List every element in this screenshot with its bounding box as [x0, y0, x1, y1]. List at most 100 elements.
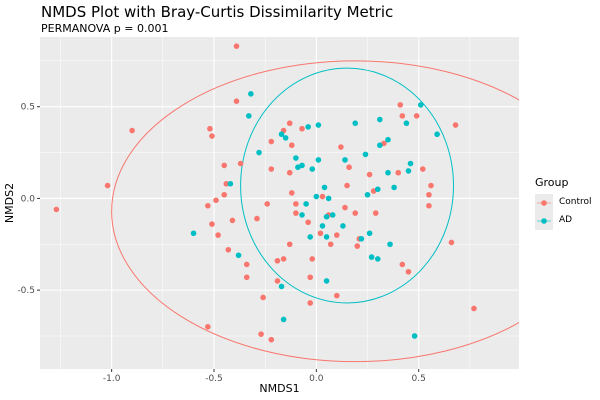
legend-key-ad — [535, 212, 553, 230]
data-point-ad — [299, 212, 305, 218]
data-point-control — [471, 305, 477, 312]
data-point-control — [243, 261, 250, 268]
data-point-control — [334, 232, 340, 238]
x-tick-label: -0.5 — [205, 374, 223, 384]
data-point-control — [293, 210, 299, 216]
data-point-ad — [364, 191, 371, 198]
data-point-control — [286, 120, 293, 127]
data-point-ad — [385, 136, 391, 143]
x-tick-label: 0.0 — [309, 374, 324, 384]
data-point-control — [419, 166, 426, 172]
data-point-ad — [248, 91, 254, 97]
data-point-ad — [377, 116, 383, 123]
data-point-ad — [323, 278, 330, 284]
data-point-control — [286, 169, 293, 176]
legend-item-ad: AD — [535, 212, 595, 230]
data-point-control — [205, 202, 211, 209]
series-ad — [190, 91, 440, 339]
data-point-control — [225, 246, 232, 253]
data-point-ad — [368, 254, 375, 260]
data-point-control — [307, 300, 314, 306]
data-point-control — [233, 43, 240, 49]
legend-item-control: Control — [535, 194, 595, 212]
data-point-ad — [325, 195, 332, 202]
data-point-control — [258, 331, 264, 337]
data-point-control — [260, 294, 266, 301]
data-point-control — [288, 142, 295, 149]
data-point-control — [372, 210, 379, 216]
legend-title: Group — [535, 176, 569, 189]
data-point-ad — [405, 168, 412, 174]
data-point-control — [413, 113, 420, 119]
data-point-ad — [235, 252, 242, 259]
data-point-control — [426, 202, 432, 209]
plot-panel — [40, 37, 519, 369]
data-point-ad — [323, 234, 330, 240]
data-point-ad — [362, 151, 369, 158]
data-point-control — [305, 219, 311, 226]
y-tick-label: 0.0 — [21, 194, 36, 204]
data-point-control — [223, 180, 230, 187]
data-point-ad — [245, 113, 252, 119]
data-point-control — [221, 162, 228, 169]
data-point-ad — [315, 122, 322, 128]
legend-key-control — [535, 194, 553, 212]
data-point-ad — [358, 235, 365, 242]
data-point-ad — [407, 160, 414, 167]
data-point-control — [215, 232, 221, 238]
data-point-ad — [307, 234, 314, 240]
y-axis-title: NMDS2 — [3, 183, 16, 223]
x-axis-title: NMDS1 — [259, 382, 299, 395]
data-point-ad — [377, 142, 383, 149]
ellipse-ad — [240, 67, 454, 304]
legend-label-control: Control — [559, 197, 592, 207]
x-tick-label: 0.5 — [412, 374, 426, 384]
data-point-control — [288, 190, 295, 196]
data-point-control — [344, 182, 350, 189]
data-point-control — [268, 138, 275, 145]
data-point-control — [104, 182, 111, 189]
data-point-control — [53, 206, 60, 213]
data-point-control — [399, 113, 406, 119]
data-point-ad — [278, 283, 285, 290]
x-tick-label: -1.0 — [103, 374, 121, 384]
data-point-control — [129, 127, 135, 134]
data-point-ad — [309, 166, 316, 172]
data-point-ad — [403, 120, 410, 127]
data-point-ad — [323, 213, 330, 220]
data-point-control — [274, 278, 281, 284]
data-point-control — [405, 268, 412, 275]
data-point-ad — [313, 193, 320, 200]
data-point-control — [317, 230, 324, 237]
data-point-ad — [411, 333, 418, 339]
data-point-control — [207, 125, 213, 132]
data-point-ad — [299, 162, 305, 169]
data-point-control — [233, 98, 240, 104]
data-point-control — [448, 239, 455, 246]
data-point-ad — [340, 223, 346, 229]
data-point-control — [209, 221, 215, 227]
data-point-ad — [321, 184, 328, 191]
data-point-control — [426, 191, 432, 198]
data-point-ad — [280, 316, 287, 323]
data-point-control — [213, 197, 219, 204]
data-point-control — [268, 166, 275, 172]
data-point-ad — [374, 256, 381, 262]
data-point-ad — [319, 223, 326, 229]
data-point-control — [309, 256, 316, 262]
data-point-control — [307, 274, 314, 281]
data-point-control — [229, 217, 236, 224]
data-point-ad — [315, 157, 322, 163]
data-point-ad — [329, 212, 336, 218]
data-point-control — [221, 191, 228, 198]
data-point-control — [354, 243, 361, 249]
data-point-ad — [278, 131, 285, 138]
data-point-control — [243, 274, 250, 281]
data-point-control — [319, 193, 326, 200]
data-point-control — [352, 210, 359, 216]
data-point-ad — [387, 241, 393, 248]
data-point-ad — [282, 135, 289, 141]
data-point-control — [280, 256, 287, 262]
data-point-ad — [256, 149, 262, 156]
